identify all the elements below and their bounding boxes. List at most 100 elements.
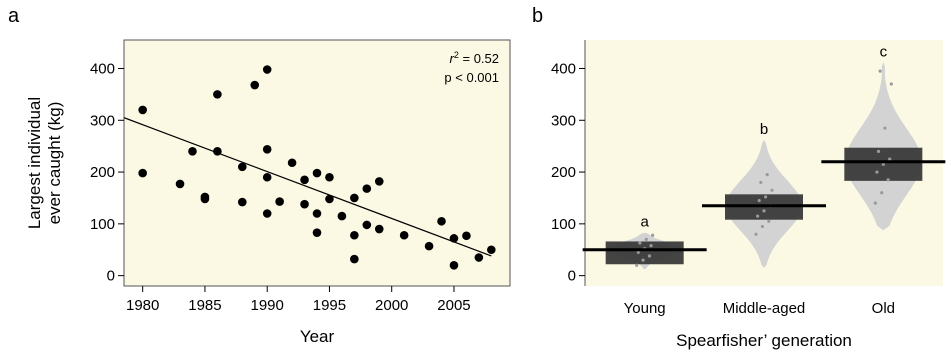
data-point [312,168,322,178]
data-point [200,194,210,204]
data-point [449,260,459,270]
data-point [287,158,297,168]
data-point [424,241,434,251]
data-point [275,197,284,206]
data-point [362,220,372,230]
raw-point [638,241,642,245]
data-point [262,65,272,74]
raw-point [651,233,655,237]
group-letter-b: b [760,121,768,138]
data-point [300,199,309,209]
data-point [350,193,359,203]
raw-point [754,232,758,236]
data-point [188,147,197,156]
data-point [337,211,347,221]
x-tick-label-a: 1995 [313,297,346,314]
data-point [300,175,309,185]
raw-point [765,173,769,177]
data-point [362,184,372,193]
hdi-box-young [605,241,684,265]
y-tick-label-a: 400 [90,60,115,77]
y-tick-label-a: 200 [90,164,115,181]
data-point [175,179,185,189]
y-tick-label-a: 300 [90,112,115,129]
raw-point [881,162,885,166]
data-point [312,228,322,237]
data-point [487,245,496,255]
x-tick-label-a: 1990 [251,297,284,314]
raw-point [876,149,881,153]
y-tick-label-b: 100 [551,216,576,233]
data-point [449,234,459,243]
raw-point [883,126,887,130]
y-tick-label-a: 0 [107,268,115,285]
raw-point [888,157,892,161]
raw-point [770,188,774,192]
data-point [213,147,222,156]
raw-point [757,198,761,203]
data-point [350,230,359,240]
r-exponent: 2 [454,50,459,60]
raw-point [647,254,652,258]
annotation-p: p < 0.001 [444,70,499,85]
data-point [138,168,147,178]
y-axis-label-a: Largest individualever caught (kg) [25,97,64,229]
raw-point [636,250,640,254]
raw-point [649,244,653,248]
data-point [262,144,272,154]
raw-point [760,224,765,229]
raw-point [873,201,877,205]
data-point [325,194,334,204]
data-point [399,230,409,240]
y-axis-label-line: Largest individual [25,97,44,229]
data-point [237,162,247,172]
data-point [262,172,272,182]
group-letter-c: c [880,43,888,60]
group-letter-a: a [640,214,649,231]
panel-label-a: a [8,5,20,27]
r-symbol: r [450,51,455,66]
x-category-young: Young [624,300,666,317]
data-point [437,216,446,226]
data-point [237,197,247,207]
x-tick-label-a: 1980 [126,297,159,314]
x-axis-label-a: Year [300,327,335,346]
data-point [350,254,359,264]
x-category-middle-aged: Middle-aged [723,300,806,317]
data-point [250,80,260,90]
x-category-old: Old [872,300,895,317]
raw-point [767,219,771,223]
raw-point [878,69,882,73]
data-point [374,177,384,186]
y-axis-label-line: ever caught (kg) [45,102,64,225]
x-tick-label-a: 1985 [188,297,221,314]
raw-point [762,209,766,213]
y-tick-label-a: 100 [90,216,115,233]
raw-point [889,82,893,86]
panel-b-pirate: b 0 100 200 300 400 Spearfisher’ generation a Yo… [532,5,946,350]
data-point [312,209,322,218]
r-value: = 0.52 [459,51,499,66]
data-point [474,253,484,262]
panel-label-b: b [532,5,543,27]
data-point [213,90,222,99]
panel-a-scatter: a 0 100 200 300 400 1980 1985 1990 1995 2000 2005 Ye… [8,5,511,346]
data-point [374,224,384,234]
plot-area-a [123,39,511,287]
annotation-r2: r2 = 0.52 [450,50,499,66]
data-point [462,231,471,241]
trend-line [123,117,492,257]
y-tick-label-b: 400 [551,60,576,77]
y-tick-label-b: 300 [551,112,576,129]
raw-point [756,214,760,218]
raw-point [886,178,890,182]
raw-point [641,258,645,262]
raw-point [880,191,884,195]
violin-old [845,62,922,231]
raw-point [635,263,639,267]
data-point [138,105,147,115]
data-point [325,172,334,182]
y-tick-label-b: 200 [551,164,576,181]
data-point [262,209,272,218]
